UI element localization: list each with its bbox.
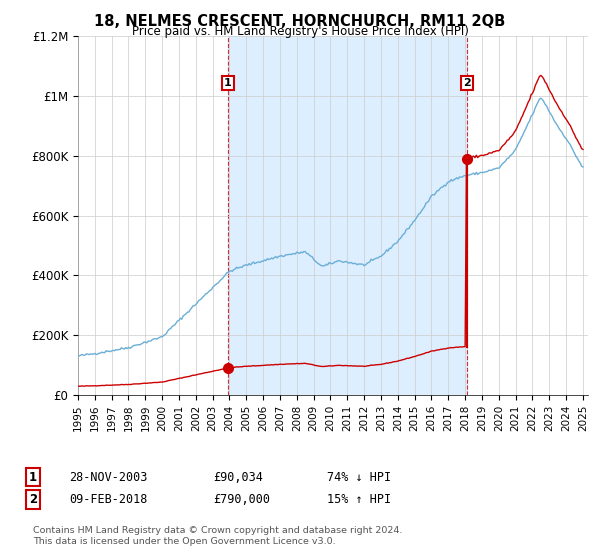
- Text: £790,000: £790,000: [213, 493, 270, 506]
- Bar: [228, 36, 467, 395]
- Text: £90,034: £90,034: [213, 470, 263, 484]
- Text: 1: 1: [224, 78, 232, 88]
- Text: 18, NELMES CRESCENT, HORNCHURCH, RM11 2QB: 18, NELMES CRESCENT, HORNCHURCH, RM11 2Q…: [94, 14, 506, 29]
- Text: Contains HM Land Registry data © Crown copyright and database right 2024.
This d: Contains HM Land Registry data © Crown c…: [33, 526, 403, 546]
- Text: 09-FEB-2018: 09-FEB-2018: [69, 493, 148, 506]
- Text: 1: 1: [29, 470, 37, 484]
- Text: 2: 2: [463, 78, 471, 88]
- Text: 28-NOV-2003: 28-NOV-2003: [69, 470, 148, 484]
- Text: 15% ↑ HPI: 15% ↑ HPI: [327, 493, 391, 506]
- Text: 74% ↓ HPI: 74% ↓ HPI: [327, 470, 391, 484]
- Text: 2: 2: [29, 493, 37, 506]
- Text: Price paid vs. HM Land Registry's House Price Index (HPI): Price paid vs. HM Land Registry's House …: [131, 25, 469, 38]
